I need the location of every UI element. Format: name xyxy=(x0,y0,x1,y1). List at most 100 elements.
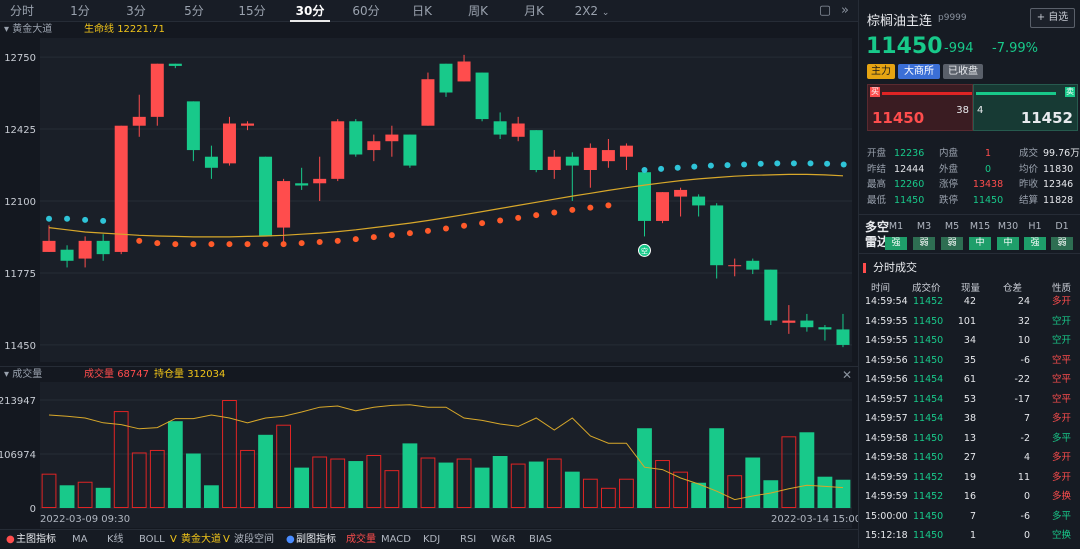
tick-volume: 34 xyxy=(963,335,976,346)
indicator-golden-road[interactable]: 黄金大道 xyxy=(181,534,221,545)
fullscreen-icon[interactable]: ▢ xyxy=(818,3,832,18)
candle-body xyxy=(114,125,128,252)
stat-label: 内盘 xyxy=(939,148,959,159)
stat-value: 12346 xyxy=(1043,179,1074,191)
candle-body xyxy=(150,63,164,117)
tab-3min[interactable]: 3分 xyxy=(126,4,146,18)
indicator-band-space[interactable]: 波段空间 xyxy=(234,534,274,545)
indicator-boll[interactable]: BOLL xyxy=(139,534,165,545)
stat-volume: 成交 99.76万 xyxy=(1019,146,1080,162)
candle-body xyxy=(692,196,706,206)
volume-bar xyxy=(330,458,346,508)
close-icon[interactable]: ✕ xyxy=(841,368,852,382)
life-line xyxy=(48,173,844,238)
tab-monthly[interactable]: 月K xyxy=(524,4,544,18)
radar-period: M30 xyxy=(997,221,1019,232)
candle-body xyxy=(186,101,200,151)
stat-prev-settle: 昨结 12444 xyxy=(867,162,924,178)
section-marker xyxy=(863,263,866,273)
closed-status-badge: 已收盘 xyxy=(943,64,983,79)
short-signal-label: 空 xyxy=(641,246,648,255)
stat-label: 昨结 xyxy=(867,163,887,175)
candle-body xyxy=(565,156,579,166)
add-watchlist-button[interactable]: + 自选 xyxy=(1030,8,1075,28)
tick-volume: 27 xyxy=(963,452,976,463)
support-dot xyxy=(587,204,594,211)
exchange-badge: 大商所 xyxy=(898,64,940,79)
support-dot xyxy=(280,241,287,248)
tick-oi-diff: 4 xyxy=(1023,452,1030,463)
main-indicator-tab[interactable]: 主图指标 xyxy=(16,534,56,545)
stat-label: 成交 xyxy=(1019,148,1039,159)
candle-body xyxy=(728,265,742,267)
tick-price: 11454 xyxy=(913,393,944,405)
resistance-dot xyxy=(707,162,714,169)
tick-oi-diff: 32 xyxy=(1017,315,1030,327)
candlestick-chart[interactable]: 12750 12425 12100 11775 11450 空 xyxy=(0,38,858,362)
stats-col-1: 开盘 12236 昨结 12444 最高 12260 最低 11450 xyxy=(867,146,924,208)
candle-body xyxy=(818,327,832,330)
indicator-toolbar: ● 主图指标 MA K线 BOLL V 黄金大道 V 波段空间 ● 副图指标 成… xyxy=(0,529,858,548)
indicator-ma[interactable]: MA xyxy=(72,534,88,545)
indicator-kdj[interactable]: KDJ xyxy=(423,534,441,545)
tick-volume: 101 xyxy=(957,315,976,327)
tab-daily[interactable]: 日K xyxy=(412,4,432,18)
volume-chart[interactable]: 213947 106974 0 xyxy=(0,382,858,528)
candle-body xyxy=(583,147,597,170)
stat-outer: 外盘 0 xyxy=(939,162,1010,178)
y-tick-label: 11775 xyxy=(4,269,36,280)
volume-bar xyxy=(240,449,255,509)
radar-signal: 强 xyxy=(885,237,907,250)
tab-60min[interactable]: 60分 xyxy=(352,4,380,18)
collapse-right-icon[interactable]: » xyxy=(841,3,849,18)
stat-value: 11450 xyxy=(894,194,925,206)
resistance-dot xyxy=(64,215,71,222)
main-indicator-name[interactable]: ▾ 黄金大道 xyxy=(4,22,52,38)
tab-weekly[interactable]: 周K xyxy=(468,4,488,18)
tab-30min[interactable]: 30分 xyxy=(290,0,330,22)
volume-bar xyxy=(564,471,580,508)
candle-body xyxy=(439,63,453,93)
stat-label: 涨停 xyxy=(939,179,959,191)
tick-type: 空开 xyxy=(1052,335,1072,346)
stat-value: 11450 xyxy=(972,194,1004,206)
indicator-bias[interactable]: BIAS xyxy=(529,534,552,545)
stats-col-2: 内盘 1 外盘 0 涨停 13438 跌停 11450 xyxy=(939,146,1010,208)
main-indicator-dot-icon: ● xyxy=(6,534,15,545)
sub-indicator-tab[interactable]: 副图指标 xyxy=(296,534,336,545)
stat-low: 最低 11450 xyxy=(867,193,924,209)
stat-label: 开盘 xyxy=(867,148,887,159)
tick-row: 14:59:54 11452 42 24 多开 xyxy=(859,292,1080,312)
indicator-volume[interactable]: 成交量 xyxy=(346,534,376,545)
resistance-dot xyxy=(757,160,764,167)
tab-5min[interactable]: 5分 xyxy=(184,4,204,18)
vol-indicator-name[interactable]: ▾ 成交量 xyxy=(4,367,42,383)
tick-type: 多开 xyxy=(1052,296,1072,307)
support-dot xyxy=(154,240,161,247)
candle-body xyxy=(421,79,435,126)
volume-bar xyxy=(41,473,57,509)
indicator-wr[interactable]: W&R xyxy=(491,534,516,545)
indicator-macd[interactable]: MACD xyxy=(381,534,411,545)
candle-body xyxy=(656,192,670,221)
candle-body xyxy=(547,156,561,170)
candle-body xyxy=(746,260,760,270)
resistance-dot xyxy=(674,164,681,171)
volume-bar xyxy=(420,457,436,509)
tab-1min[interactable]: 1分 xyxy=(70,4,90,18)
candle-body xyxy=(710,205,724,266)
candle-body xyxy=(60,249,74,261)
tab-15min[interactable]: 15分 xyxy=(238,4,266,18)
radar-period: M5 xyxy=(944,221,960,232)
tick-type: 多开 xyxy=(1052,452,1072,463)
resistance-dot xyxy=(658,165,665,172)
tab-layout-2x2[interactable]: 2X2 ⌄ xyxy=(570,0,614,22)
volume-bar xyxy=(474,467,490,508)
indicator-kline[interactable]: K线 xyxy=(107,534,124,545)
tick-time: 14:59:55 xyxy=(865,315,908,327)
tick-row: 15:00:00 11450 7 -6 多平 xyxy=(859,507,1080,527)
volume-bar xyxy=(113,411,129,509)
tab-timeshare[interactable]: 分时 xyxy=(9,4,34,18)
tick-volume: 19 xyxy=(963,471,976,483)
indicator-rsi[interactable]: RSI xyxy=(460,534,477,545)
